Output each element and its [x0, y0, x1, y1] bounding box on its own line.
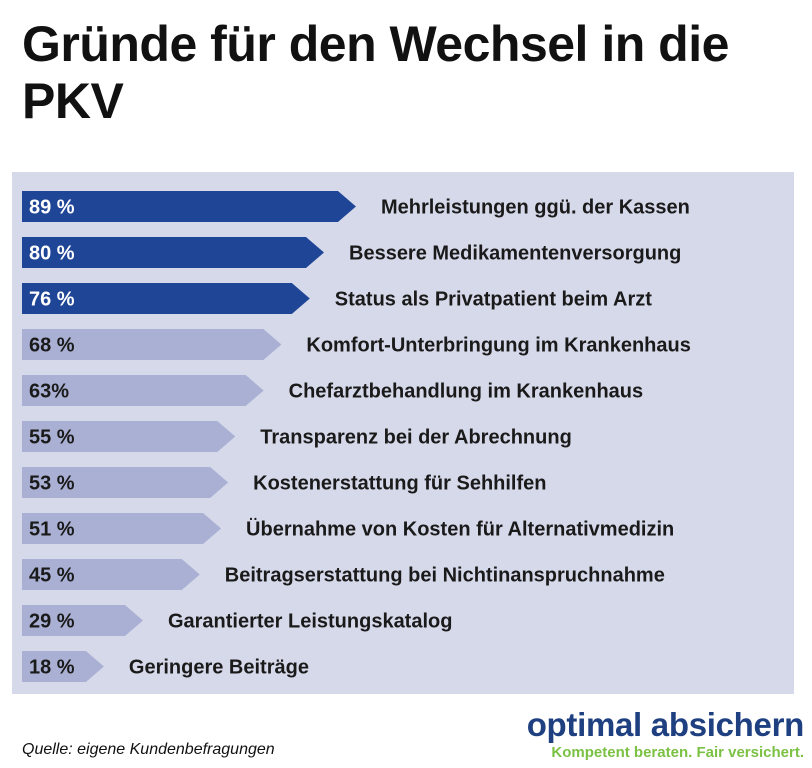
- category-label: Status als Privatpatient beim Arzt: [335, 289, 652, 311]
- data-label: 51 %: [29, 519, 75, 541]
- bar-6: [22, 421, 236, 452]
- bar-9: [22, 559, 200, 590]
- category-label: Bessere Medikamentenversorgung: [349, 243, 681, 265]
- data-label: 18 %: [29, 657, 75, 679]
- category-label: Garantierter Leistungskatalog: [168, 611, 453, 633]
- brand-logo: optimal absichern Kompetent beraten. Fai…: [526, 706, 805, 764]
- bar-2: [22, 237, 324, 268]
- brand-slogan: Kompetent beraten. Fair versichert.: [551, 744, 804, 761]
- bar-5: [22, 375, 264, 406]
- category-label: Mehrleistungen ggü. der Kassen: [381, 197, 690, 219]
- category-label: Transparenz bei der Abrechnung: [260, 427, 572, 449]
- data-label: 68 %: [29, 335, 75, 357]
- category-label: Chefarztbehandlung im Krankenhaus: [289, 381, 644, 403]
- data-label: 55 %: [29, 427, 75, 449]
- source-note: Quelle: eigene Kundenbefragungen: [22, 741, 275, 758]
- category-label: Beitragserstattung bei Nichtinanspruchna…: [225, 565, 665, 587]
- bar-3: [22, 283, 310, 314]
- bar-chart: 89 % Mehrleistungen ggü. der Kassen 80 % Be…: [22, 191, 691, 682]
- data-label: 89 %: [29, 197, 75, 219]
- data-label: 76 %: [29, 289, 75, 311]
- bar-10: [22, 605, 143, 636]
- data-label: 45 %: [29, 565, 75, 587]
- chart-panel: 89 % Mehrleistungen ggü. der Kassen 80 % Be…: [12, 172, 794, 694]
- bar-11: [22, 651, 104, 682]
- data-label: 29 %: [29, 611, 75, 633]
- bar-7: [22, 467, 229, 498]
- data-label: 53 %: [29, 473, 75, 495]
- page-title: Gründe für den Wechsel in die PKV: [22, 16, 729, 129]
- data-label: 80 %: [29, 243, 75, 265]
- bar-4: [22, 329, 282, 360]
- category-label: Übernahme von Kosten für Alternativmediz…: [246, 518, 674, 541]
- category-label: Komfort-Unterbringung im Krankenhaus: [306, 335, 690, 357]
- data-label: 63%: [29, 381, 69, 403]
- bar-8: [22, 513, 222, 544]
- bar-1: [22, 191, 356, 222]
- brand-name: optimal absichern: [526, 706, 805, 743]
- category-label: Geringere Beiträge: [129, 657, 309, 679]
- category-label: Kostenerstattung für Sehhilfen: [253, 473, 546, 495]
